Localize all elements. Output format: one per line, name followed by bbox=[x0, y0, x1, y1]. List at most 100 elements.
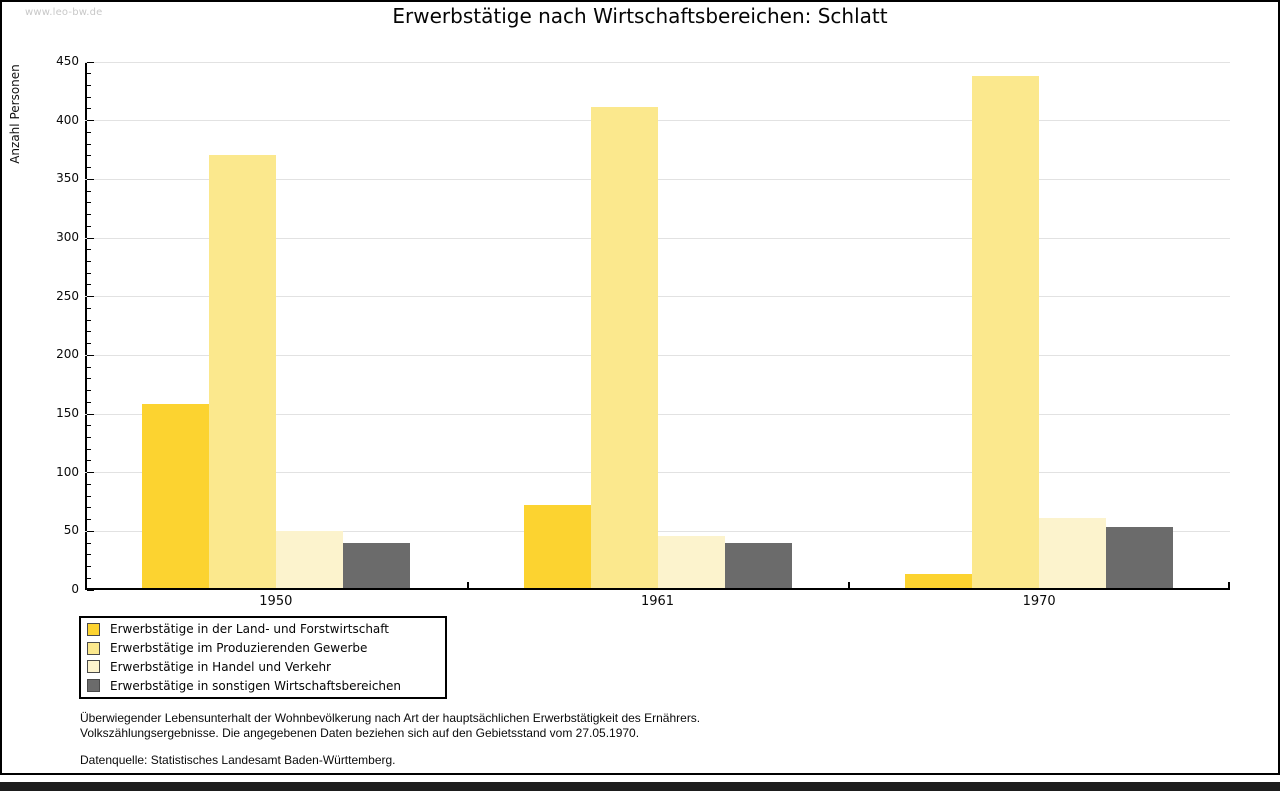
footnote-line-1: Überwiegender Lebensunterhalt der Wohnbe… bbox=[80, 711, 701, 725]
y-axis-tick bbox=[87, 436, 91, 438]
legend-item: Erwerbstätige in Handel und Verkehr bbox=[87, 658, 439, 677]
y-axis-tick bbox=[87, 155, 91, 157]
y-axis-tick bbox=[87, 566, 91, 568]
bar bbox=[523, 505, 591, 588]
y-gridline bbox=[85, 354, 1230, 356]
y-axis-label: Anzahl Personen bbox=[8, 64, 22, 164]
x-axis-tick bbox=[848, 582, 851, 588]
y-axis-tick bbox=[87, 202, 91, 204]
x-axis-tick bbox=[1228, 582, 1230, 588]
y-axis-tick bbox=[87, 190, 91, 192]
y-axis-tick bbox=[87, 61, 94, 63]
bar bbox=[275, 531, 343, 588]
y-gridline bbox=[85, 296, 1230, 298]
y-tick-label: 350 bbox=[56, 171, 79, 186]
y-axis-tick bbox=[87, 331, 91, 333]
y-tick-label: 450 bbox=[56, 54, 79, 68]
y-axis-line bbox=[85, 62, 87, 590]
bar bbox=[972, 76, 1040, 588]
y-axis-tick bbox=[87, 284, 91, 286]
legend-swatch bbox=[87, 679, 100, 693]
bar bbox=[208, 155, 276, 588]
y-axis-tick bbox=[87, 260, 91, 262]
y-axis-tick bbox=[87, 542, 91, 544]
y-gridline bbox=[85, 178, 1230, 180]
y-axis-tick bbox=[87, 96, 91, 98]
legend-item: Erwerbstätige in sonstigen Wirtschaftsbe… bbox=[87, 676, 439, 695]
legend-label: Erwerbstätige in der Land- und Forstwirt… bbox=[110, 622, 389, 637]
x-axis-category-label: 1961 bbox=[640, 594, 675, 609]
y-axis-tick bbox=[87, 296, 94, 298]
legend-label: Erwerbstätige im Produzierenden Gewerbe bbox=[110, 641, 368, 656]
legend-label: Erwerbstätige in Handel und Verkehr bbox=[110, 659, 331, 674]
y-tick-label: 300 bbox=[56, 230, 79, 244]
y-gridline bbox=[85, 120, 1230, 122]
legend-swatch bbox=[87, 622, 100, 636]
bar bbox=[590, 107, 658, 588]
y-axis-tick bbox=[87, 483, 91, 485]
y-axis-tick bbox=[87, 143, 91, 145]
bar bbox=[724, 543, 792, 588]
y-axis-tick bbox=[87, 343, 91, 345]
y-gridline bbox=[85, 61, 1230, 63]
y-axis-tick bbox=[87, 378, 91, 380]
y-gridline bbox=[85, 413, 1230, 415]
y-axis-tick bbox=[87, 390, 91, 392]
bar bbox=[1039, 518, 1107, 588]
y-axis-tick bbox=[87, 84, 91, 86]
y-tick-label: 400 bbox=[56, 112, 79, 127]
y-axis-tick bbox=[87, 237, 94, 239]
bottom-bar bbox=[0, 782, 1280, 791]
legend-swatch bbox=[87, 641, 100, 655]
footnote-line-2: Volkszählungsergebnisse. Die angegebenen… bbox=[80, 726, 640, 740]
y-axis-tick bbox=[87, 354, 94, 356]
plot-area: 0 50 100 150 200 250 300 350 400 450 1950 1961 1970 bbox=[56, 54, 1230, 609]
y-axis-tick bbox=[87, 460, 91, 462]
chart-frame: www.leo-bw.de Erwerbstätige nach Wirtsch… bbox=[0, 0, 1280, 775]
y-axis-tick bbox=[87, 519, 91, 521]
y-axis-tick bbox=[87, 307, 91, 309]
y-axis-tick bbox=[87, 425, 91, 427]
y-axis-tick bbox=[87, 214, 91, 216]
y-axis-tick bbox=[87, 167, 91, 169]
y-axis-tick bbox=[87, 131, 91, 133]
bar bbox=[905, 574, 973, 588]
y-axis-tick bbox=[87, 319, 91, 321]
y-gridline bbox=[85, 530, 1230, 532]
y-tick-label: 150 bbox=[56, 406, 79, 420]
y-axis-tick bbox=[87, 178, 94, 180]
y-tick-label: 100 bbox=[56, 464, 79, 479]
y-tick-label: 50 bbox=[63, 523, 79, 538]
x-axis-line bbox=[85, 588, 1230, 590]
source-line: Datenquelle: Statistisches Landesamt Bad… bbox=[80, 753, 396, 767]
y-tick-label: 250 bbox=[56, 288, 79, 303]
y-axis-tick bbox=[87, 530, 94, 532]
y-axis-tick bbox=[87, 448, 91, 450]
y-axis-tick bbox=[87, 73, 91, 75]
y-axis-tick bbox=[87, 272, 91, 274]
y-tick-label: 200 bbox=[56, 347, 79, 362]
y-axis-tick bbox=[87, 225, 91, 227]
page-title: Erwerbstätige nach Wirtschaftsbereichen:… bbox=[392, 4, 888, 28]
y-axis-tick bbox=[87, 108, 91, 110]
legend-box: Erwerbstätige in der Land- und Forstwirt… bbox=[79, 616, 447, 699]
y-axis-tick bbox=[87, 577, 91, 579]
watermark-text: www.leo-bw.de bbox=[25, 7, 103, 18]
legend-label: Erwerbstätige in sonstigen Wirtschaftsbe… bbox=[110, 678, 402, 693]
y-axis-tick bbox=[87, 413, 94, 415]
y-tick-label: 0 bbox=[71, 582, 79, 596]
x-axis-category-label: 1970 bbox=[1022, 594, 1056, 609]
y-gridline bbox=[85, 472, 1230, 474]
bar bbox=[141, 404, 209, 588]
y-axis-tick bbox=[87, 472, 94, 474]
y-axis-tick bbox=[87, 507, 91, 509]
bar bbox=[342, 543, 410, 588]
legend-item: Erwerbstätige in der Land- und Forstwirt… bbox=[87, 620, 439, 639]
y-axis-tick bbox=[87, 366, 91, 368]
legend-item: Erwerbstätige im Produzierenden Gewerbe bbox=[87, 639, 439, 658]
y-axis-tick bbox=[87, 589, 94, 591]
x-axis-category-label: 1950 bbox=[259, 594, 293, 609]
y-axis-tick bbox=[87, 495, 91, 497]
legend-swatch bbox=[87, 660, 100, 674]
